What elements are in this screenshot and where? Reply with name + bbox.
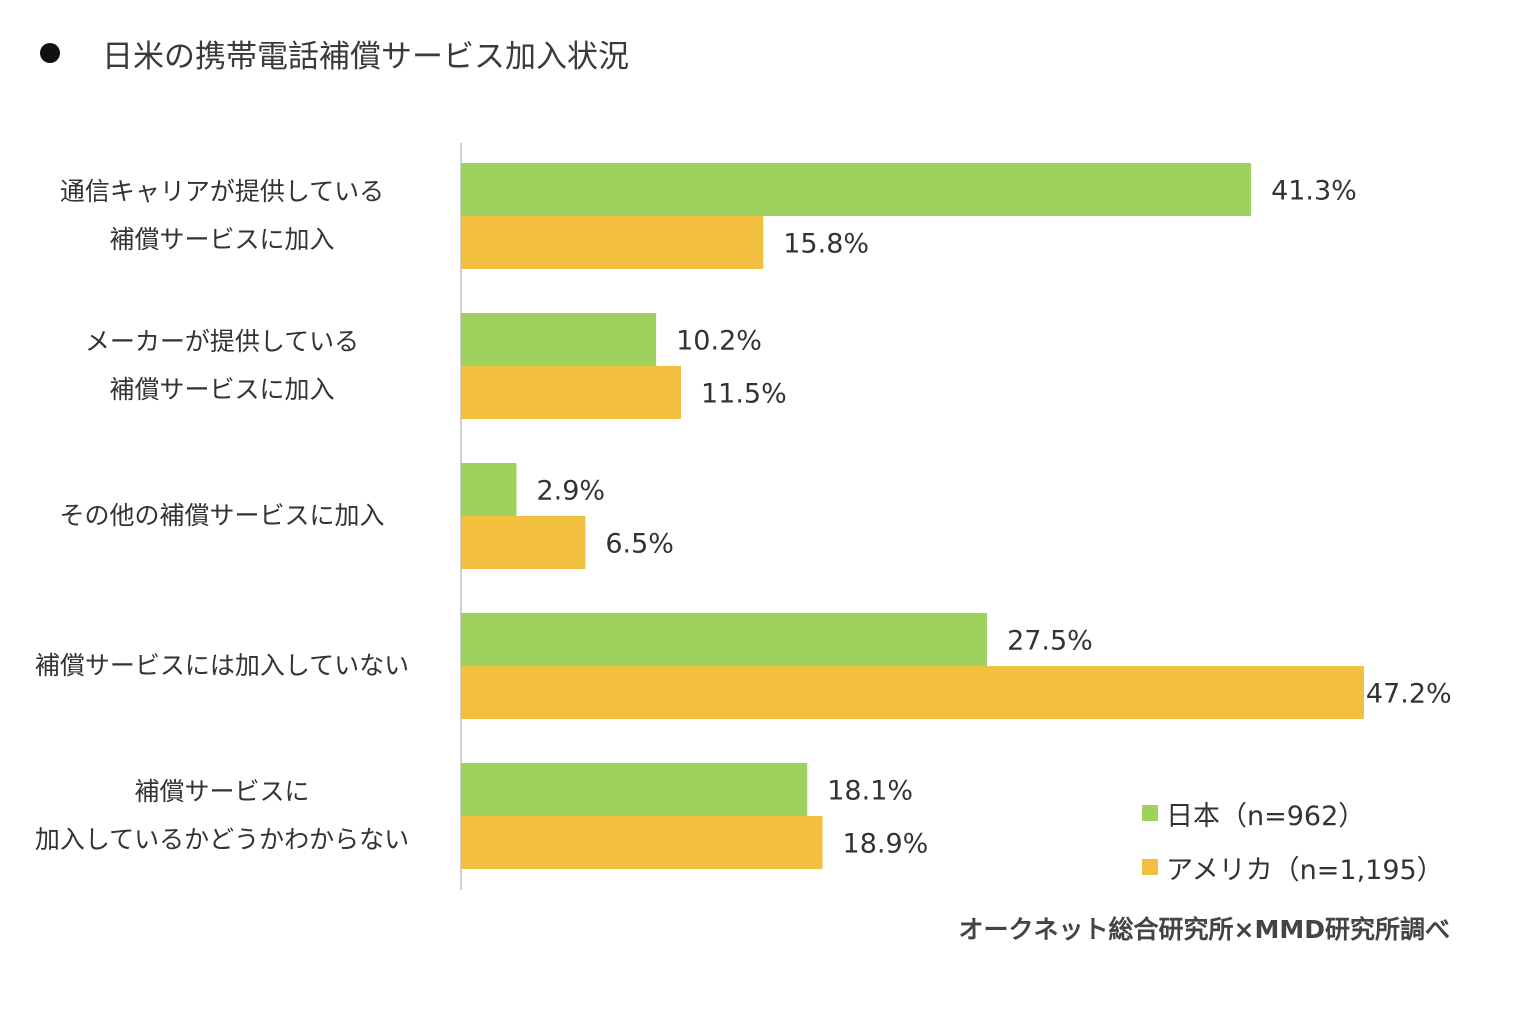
bar-japan-unknown bbox=[461, 763, 808, 816]
legend-swatch-japan bbox=[1142, 805, 1158, 821]
bar-japan-none bbox=[461, 613, 988, 666]
category-label-none: 補償サービスには加入していない bbox=[12, 642, 432, 690]
bar-japan-maker bbox=[461, 313, 657, 366]
data-label-usa-none: 47.2% bbox=[1366, 679, 1452, 710]
legend-item-japan: 日本（n=962） bbox=[1142, 786, 1444, 840]
data-label-usa-carrier: 15.8% bbox=[783, 229, 869, 260]
category-label-line: 補償サービスには加入していない bbox=[34, 651, 410, 680]
data-label-japan-unknown: 18.1% bbox=[827, 776, 913, 807]
source-credit: オークネット総合研究所×MMD研究所調べ bbox=[958, 915, 1450, 944]
category-label-other: その他の補償サービスに加入 bbox=[12, 492, 432, 540]
category-label-line: 通信キャリアが提供している bbox=[59, 177, 385, 206]
data-label-japan-carrier: 41.3% bbox=[1271, 176, 1357, 207]
bar-usa-carrier bbox=[461, 216, 764, 269]
data-label-usa-maker: 11.5% bbox=[701, 379, 787, 410]
legend-label-usa: アメリカ（n=1,195） bbox=[1166, 854, 1444, 886]
bar-usa-other bbox=[461, 516, 586, 569]
bar-japan-carrier bbox=[461, 163, 1252, 216]
data-label-japan-maker: 10.2% bbox=[676, 326, 762, 357]
category-label-maker: メーカーが提供している 補償サービスに加入 bbox=[12, 318, 432, 414]
category-label-line: 補償サービスに加入 bbox=[109, 225, 335, 254]
legend-item-usa: アメリカ（n=1,195） bbox=[1142, 840, 1444, 894]
legend: 日本（n=962） アメリカ（n=1,195） bbox=[1142, 786, 1444, 894]
bar-usa-maker bbox=[461, 366, 681, 419]
data-label-japan-other: 2.9% bbox=[536, 476, 605, 507]
legend-label-japan: 日本（n=962） bbox=[1166, 800, 1366, 832]
bullet-icon bbox=[40, 43, 60, 63]
chart-title: 日米の携帯電話補償サービス加入状況 bbox=[102, 38, 629, 75]
category-label-line: 補償サービスに加入 bbox=[109, 375, 335, 404]
category-label-line: その他の補償サービスに加入 bbox=[59, 501, 385, 530]
bar-usa-unknown bbox=[461, 816, 823, 869]
legend-swatch-usa bbox=[1142, 859, 1158, 875]
category-label-line: 加入しているかどうかわからない bbox=[34, 825, 410, 854]
bar-japan-other bbox=[461, 463, 517, 516]
category-label-unknown: 補償サービスに加入しているかどうかわからない bbox=[12, 768, 432, 864]
data-label-usa-unknown: 18.9% bbox=[843, 829, 929, 860]
data-label-usa-other: 6.5% bbox=[605, 529, 674, 560]
data-label-japan-none: 27.5% bbox=[1007, 626, 1093, 657]
chart-title-row: 日米の携帯電話補償サービス加入状況 bbox=[40, 28, 629, 78]
category-label-carrier: 通信キャリアが提供している 補償サービスに加入 bbox=[12, 168, 432, 264]
bar-usa-none bbox=[461, 666, 1364, 719]
category-label-line: メーカーが提供している bbox=[84, 327, 360, 356]
category-label-line: 補償サービスに bbox=[134, 777, 310, 806]
